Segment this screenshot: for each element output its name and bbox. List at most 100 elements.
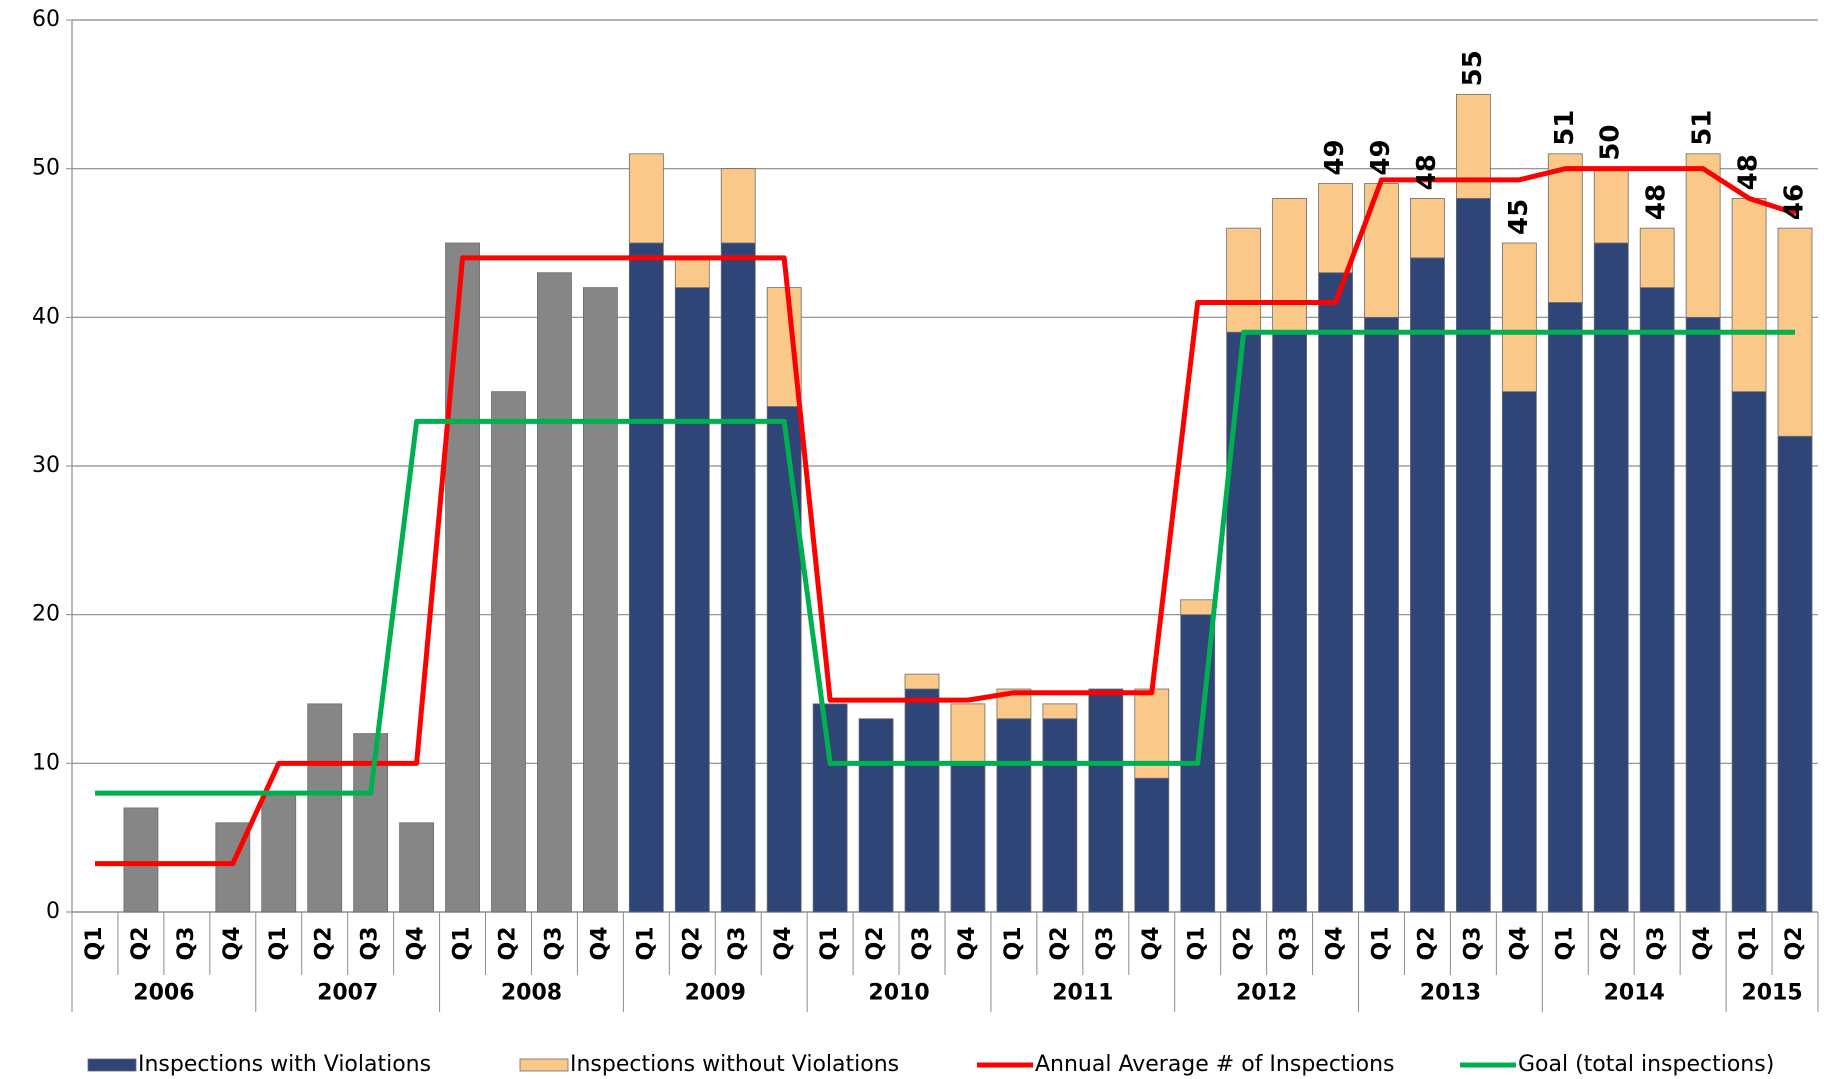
legend-swatch	[87, 1058, 137, 1072]
bar	[766, 406, 802, 913]
bar	[1088, 688, 1124, 913]
line-series	[94, 329, 1796, 796]
bar	[1318, 183, 1353, 274]
bar	[1410, 197, 1445, 259]
x-tick-label: Q2	[1782, 926, 1807, 960]
x-tick-label: Q3	[1644, 926, 1669, 960]
bar	[1685, 316, 1721, 913]
group-label: 2012	[1236, 981, 1297, 1006]
bar	[1639, 287, 1675, 913]
y-tick-label: 10	[32, 750, 60, 775]
bar	[858, 718, 894, 913]
group-label: 2013	[1420, 981, 1481, 1006]
bar	[1180, 599, 1216, 616]
total-label: 55	[1458, 50, 1488, 86]
x-tick-label: Q2	[1414, 926, 1439, 960]
x-tick-label: Q2	[1598, 926, 1623, 960]
bar	[720, 168, 756, 244]
x-tick-label: Q2	[128, 926, 153, 960]
x-tick-label: Q4	[1690, 926, 1715, 960]
x-tick-label: Q2	[312, 926, 337, 960]
bar	[996, 718, 1032, 913]
bar	[1272, 197, 1308, 333]
x-tick-label: Q4	[587, 926, 612, 960]
legend-label: Inspections without Violations	[570, 1052, 899, 1077]
x-tick-label: Q3	[1460, 926, 1485, 960]
x-tick-label: Q1	[817, 926, 842, 960]
y-tick-label: 0	[46, 899, 60, 924]
y-tick-label: 20	[32, 602, 60, 627]
bar	[1731, 197, 1767, 393]
bar	[674, 257, 710, 289]
x-tick-label: Q4	[404, 926, 429, 960]
bar	[628, 153, 664, 244]
bar	[1226, 331, 1262, 913]
bar	[307, 703, 343, 913]
x-tick-label: Q2	[1047, 926, 1072, 960]
bar	[1042, 703, 1078, 720]
bar	[1501, 391, 1537, 913]
group-label: 2010	[868, 981, 929, 1006]
x-tick-label: Q1	[450, 926, 475, 960]
y-tick-label: 40	[32, 304, 60, 329]
x-tick-label: Q3	[909, 926, 934, 960]
x-tick-label: Q2	[679, 926, 704, 960]
bar	[628, 242, 664, 913]
x-tick-label: Q1	[633, 926, 658, 960]
legend-label: Goal (total inspections)	[1518, 1052, 1774, 1077]
bar	[812, 703, 848, 913]
bar	[674, 287, 710, 913]
x-tick-label: Q4	[1139, 926, 1164, 960]
group-label: 2006	[133, 981, 194, 1006]
bar	[1410, 257, 1445, 913]
bar	[491, 391, 526, 913]
x-tick-label: Q1	[1185, 926, 1210, 960]
total-label: 49	[1366, 139, 1396, 175]
x-tick-label: Q3	[174, 926, 199, 960]
x-tick-label: Q3	[1277, 926, 1302, 960]
x-tick-label: Q4	[1506, 926, 1531, 960]
bar	[904, 688, 940, 913]
x-tick-label: Q3	[358, 926, 383, 960]
x-tick-label: Q1	[1736, 926, 1761, 960]
total-label: 51	[1550, 110, 1580, 146]
y-tick-label: 50	[32, 156, 60, 181]
x-tick-label: Q1	[82, 926, 107, 960]
group-label: 2014	[1604, 981, 1665, 1006]
bar	[1042, 718, 1078, 913]
bar	[1593, 168, 1629, 244]
x-tick-label: Q2	[496, 926, 521, 960]
bar	[399, 822, 435, 913]
x-tick-label: Q3	[541, 926, 566, 960]
bar	[1134, 777, 1170, 913]
bar	[720, 242, 756, 913]
total-label: 46	[1780, 184, 1810, 220]
x-tick-label: Q3	[725, 926, 750, 960]
total-label: 51	[1688, 110, 1718, 146]
bar	[1455, 197, 1491, 913]
group-label: 2015	[1741, 981, 1802, 1006]
x-tick-label: Q1	[1552, 926, 1577, 960]
bar	[537, 272, 572, 913]
total-label: 48	[1642, 184, 1672, 220]
bar	[1731, 391, 1767, 913]
x-tick-label: Q2	[1231, 926, 1256, 960]
x-tick-label: Q4	[220, 926, 245, 960]
bar	[1639, 227, 1675, 288]
total-label: 45	[1504, 199, 1534, 235]
x-tick-label: Q1	[1001, 926, 1026, 960]
group-label: 2007	[317, 981, 378, 1006]
x-tick-label: Q3	[1093, 926, 1118, 960]
group-label: 2011	[1052, 981, 1113, 1006]
bar	[582, 287, 618, 913]
x-tick-label: Q4	[1323, 926, 1348, 960]
bar	[1226, 227, 1262, 333]
bar	[261, 792, 297, 913]
bar	[1501, 242, 1537, 393]
bar	[123, 807, 159, 913]
bar	[353, 733, 389, 913]
y-tick-label: 30	[32, 453, 60, 478]
x-tick-label: Q1	[266, 926, 291, 960]
total-label: 48	[1734, 154, 1764, 190]
